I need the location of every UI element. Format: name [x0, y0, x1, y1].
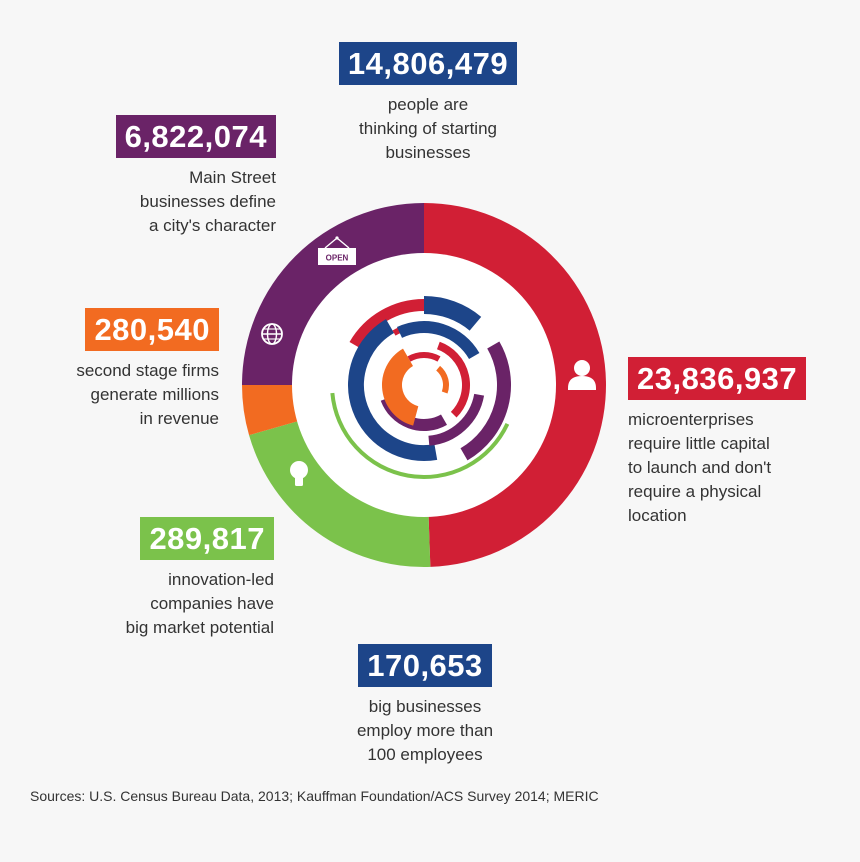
inner-arc-aspiring-0: [423, 296, 482, 331]
outer-ring: [242, 203, 607, 567]
desc-second-stage-line-1: second stage firms: [76, 361, 219, 380]
callout-second-stage: 280,540 second stage firms generate mill…: [20, 308, 219, 431]
desc-innovation-led-line-2: companies have: [150, 594, 274, 613]
desc-microenterprises-line-5: location: [628, 506, 687, 525]
value-label-aspiring: 14,806,479: [338, 42, 518, 85]
inner-arc-microenterprises-8: [436, 341, 470, 418]
inner-arc-microenterprises-1: [349, 299, 425, 349]
callout-main-street: 6,822,074 Main Street businesses define …: [70, 115, 276, 238]
desc-innovation-led-line-1: innovation-led: [168, 570, 274, 589]
desc-big-businesses-line-2: employ more than: [356, 721, 494, 740]
value-label-big-businesses: 170,653: [358, 644, 492, 687]
callout-big-businesses: 170,653 big businesses employ more than …: [325, 644, 525, 767]
inner-arc-second-stage-12: [436, 365, 449, 394]
sources-note: Sources: U.S. Census Bureau Data, 2013; …: [30, 788, 599, 804]
desc-main-street-line-2: businesses define: [139, 192, 276, 211]
desc-main-street-line-3: a city's character: [148, 216, 276, 235]
outer-segment-second-stage: [242, 385, 300, 436]
inner-arc-aspiring-7: [396, 321, 480, 360]
lightbulb-icon: [290, 461, 308, 486]
outer-segment-innovation-led: [249, 420, 431, 567]
open-sign-text: OPEN: [326, 254, 349, 263]
callout-innovation-led: 289,817 innovation-led companies have bi…: [70, 517, 274, 640]
open-sign-icon: OPEN: [318, 236, 356, 265]
inner-arc-main-street-2: [460, 341, 511, 461]
desc-aspiring-line-3: businesses: [385, 143, 471, 162]
desc-innovation-led-line-3: big market potential: [125, 618, 274, 637]
desc-second-stage-line-3: in revenue: [139, 409, 219, 428]
inner-arc-aspiring-4: [348, 319, 438, 461]
value-label-microenterprises: 23,836,937: [628, 357, 807, 400]
inner-arc-innovation-led-3: [330, 392, 510, 479]
desc-aspiring-line-1: people are: [387, 95, 469, 114]
value-label-main-street: 6,822,074: [115, 115, 276, 158]
desc-microenterprises-line-4: require a physical: [628, 482, 762, 501]
desc-microenterprises-line-3: to launch and don't: [628, 458, 772, 477]
inner-arc-main-street-6: [428, 393, 485, 446]
desc-microenterprises-line-2: require little capital: [628, 434, 770, 453]
desc-big-businesses-line-3: 100 employees: [367, 745, 483, 764]
outer-segment-main-street: [242, 203, 424, 385]
inner-arcs: [330, 296, 511, 479]
callout-aspiring: 14,806,479 people are thinking of starti…: [328, 42, 528, 165]
callout-microenterprises: 23,836,937 microenterprises require litt…: [628, 357, 848, 528]
desc-microenterprises-line-1: microenterprises: [628, 410, 754, 429]
icons: OPEN: [261, 236, 596, 486]
value-label-innovation-led: 289,817: [140, 517, 274, 560]
desc-second-stage-line-2: generate millions: [90, 385, 219, 404]
inner-arc-microenterprises-11: [407, 352, 441, 362]
outer-segment-microenterprises: [424, 203, 607, 567]
value-label-second-stage: 280,540: [85, 308, 219, 351]
globe-icon: [261, 323, 283, 345]
desc-main-street-line-1: Main Street: [189, 168, 276, 187]
desc-big-businesses-line-1: big businesses: [368, 697, 482, 716]
person-icon: [568, 360, 596, 390]
inner-arc-second-stage-10: [382, 348, 419, 426]
desc-aspiring-line-2: thinking of starting: [359, 119, 497, 138]
